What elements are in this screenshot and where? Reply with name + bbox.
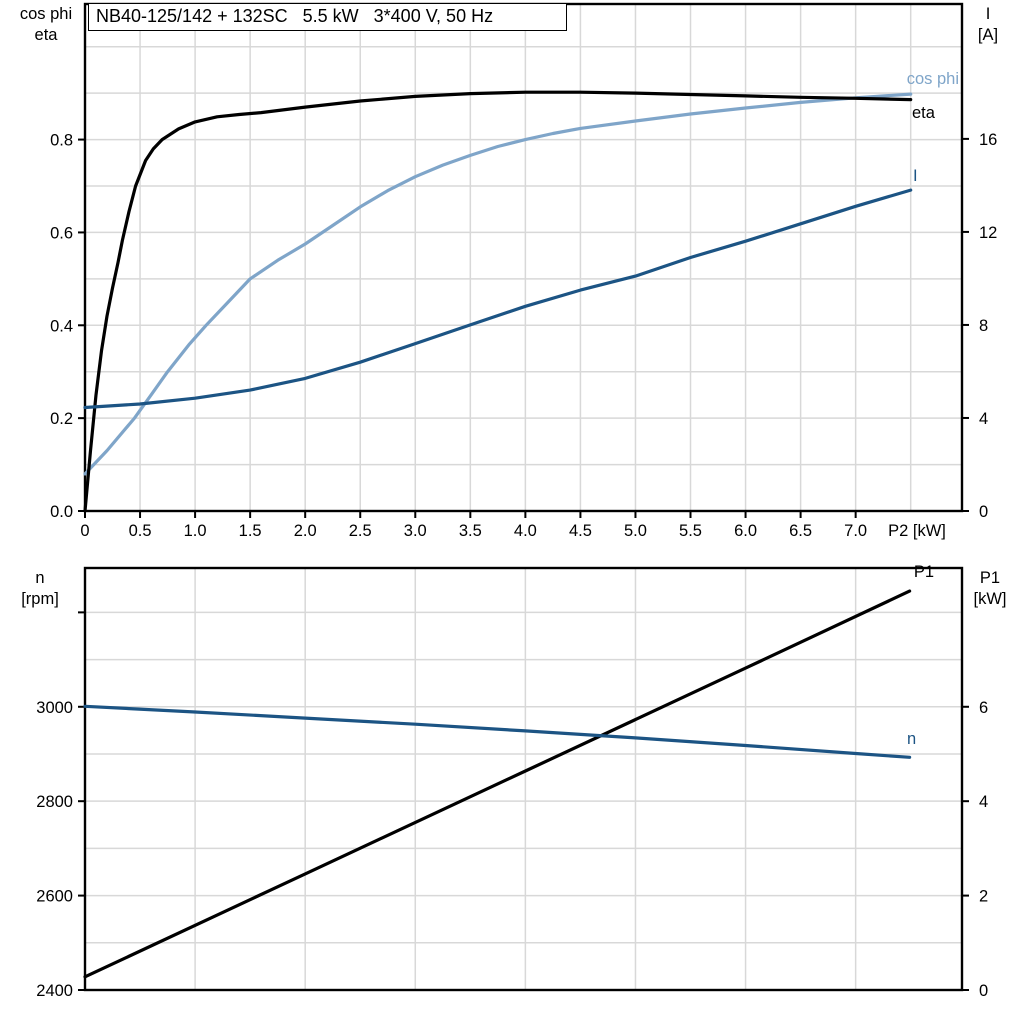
y-right-tick-label: 8 xyxy=(979,317,988,335)
y-left-tick-label: 3000 xyxy=(36,699,73,717)
y-left-tick-label: 0.6 xyxy=(50,224,73,242)
plot-frame xyxy=(83,2,964,513)
x-tick-label: 5.0 xyxy=(624,522,647,540)
curve-speed xyxy=(83,704,912,759)
top-chart-left-axis-title: cos phi eta xyxy=(4,4,88,46)
x-tick-label: 1.0 xyxy=(184,522,207,540)
y-right-tick-label: 12 xyxy=(979,224,997,242)
right-axis-title-line1: I xyxy=(985,5,991,23)
y-right-tick-label: 4 xyxy=(979,793,988,811)
x-tick-label: 0.5 xyxy=(129,522,152,540)
y-left-tick-label: 0.0 xyxy=(50,503,73,521)
curve-label-p1: P1 xyxy=(914,563,934,581)
y-right-tick-label: 6 xyxy=(979,699,988,717)
curve-current xyxy=(83,188,913,410)
x-tick-label: 4.0 xyxy=(514,522,537,540)
y-left-tick-label: 2400 xyxy=(36,982,73,1000)
curve-label-speed: n xyxy=(907,730,916,748)
y-right-tick-label: 16 xyxy=(979,131,997,149)
y-left-tick-label: 2600 xyxy=(36,888,73,906)
y-right-tick-label: 0 xyxy=(979,503,988,521)
x-tick-label: 6.0 xyxy=(734,522,757,540)
right-axis-title-line1: P1 xyxy=(979,569,1001,587)
y-right-tick-label: 4 xyxy=(979,410,988,428)
x-tick-label: 4.5 xyxy=(569,522,592,540)
y-left-tick-label: 0.2 xyxy=(50,410,73,428)
plot-frame xyxy=(83,566,964,992)
x-tick-label: 2.0 xyxy=(294,522,317,540)
chart-title: NB40-125/142 + 132SC 5.5 kW 3*400 V, 50 … xyxy=(88,3,567,31)
bottom-chart-right-axis-title: P1 [kW] xyxy=(963,568,1017,610)
chart-speed-power: 2400 2600 2800 3000 0 2 4 6 P1 n xyxy=(36,563,988,1000)
y-left-tick-label: 2800 xyxy=(36,793,73,811)
right-axis-title-line2: [kW] xyxy=(973,590,1007,608)
x-tick-label: 6.5 xyxy=(789,522,812,540)
x-tick-label: 1.5 xyxy=(239,522,262,540)
x-axis-label: P2 [kW] xyxy=(888,522,946,540)
curve-label-eta: eta xyxy=(912,104,936,122)
top-chart-right-axis-title: I [A] xyxy=(962,4,1014,46)
left-axis-title-line2: [rpm] xyxy=(21,590,59,608)
x-tick-label: 0 xyxy=(80,522,89,540)
x-tick-label: 7.0 xyxy=(844,522,867,540)
chart-motor-efficiency-current: 0.0 0.2 0.4 0.6 0.8 0 4 8 12 16 0 0.5 1.0 1.5 2.0 2.5 3.… xyxy=(50,2,997,540)
left-axis-title-line1: n xyxy=(35,569,45,587)
curve-cos-phi xyxy=(83,92,913,476)
left-axis-title-line2: eta xyxy=(34,26,58,44)
right-axis-title-line2: [A] xyxy=(977,26,999,44)
x-tick-label: 2.5 xyxy=(349,522,372,540)
curve-label-cos-phi: cos phi xyxy=(907,70,959,88)
curve-label-current: I xyxy=(913,167,918,185)
left-axis-title-line1: cos phi xyxy=(19,5,73,23)
x-tick-label: 5.5 xyxy=(679,522,702,540)
y-left-tick-label: 0.4 xyxy=(50,317,73,335)
curve-p1 xyxy=(83,589,912,979)
bottom-chart-left-axis-title: n [rpm] xyxy=(0,568,80,610)
y-left-tick-label: 0.8 xyxy=(50,132,73,150)
curve-eta xyxy=(83,90,913,513)
x-tick-label: 3.0 xyxy=(404,522,427,540)
x-tick-label: 3.5 xyxy=(459,522,482,540)
y-right-tick-label: 2 xyxy=(979,888,988,906)
y-right-tick-label: 0 xyxy=(979,982,988,1000)
